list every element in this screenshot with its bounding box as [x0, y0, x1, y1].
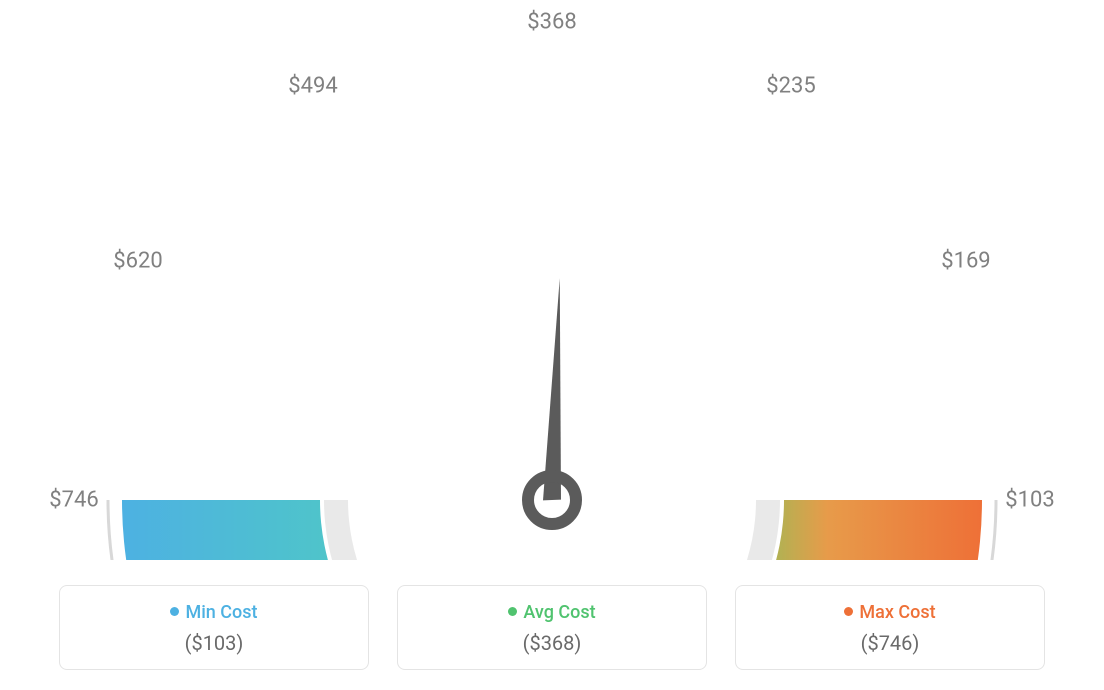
gauge-tick-label: $235: [766, 74, 815, 99]
legend-title-max: Max Cost: [736, 602, 1044, 623]
dot-icon-max: [844, 607, 853, 616]
cost-gauge: $103 $169 $235 $368 $494 $620 $746: [0, 0, 1104, 560]
legend-value-min: ($103): [60, 631, 368, 655]
legend-card-min: Min Cost ($103): [59, 585, 369, 670]
dot-icon-min: [170, 607, 179, 616]
legend-title-min: Min Cost: [60, 602, 368, 623]
legend-value-max: ($746): [736, 631, 1044, 655]
legend-value-avg: ($368): [398, 631, 706, 655]
dot-icon-avg: [508, 607, 517, 616]
gauge-svg: [0, 0, 1104, 560]
legend-label-avg: Avg Cost: [523, 602, 595, 623]
legend-label-max: Max Cost: [859, 602, 935, 623]
legend-title-avg: Avg Cost: [398, 602, 706, 623]
legend-row: Min Cost ($103) Avg Cost ($368) Max Cost…: [0, 585, 1104, 670]
gauge-tick-label: $368: [527, 10, 576, 35]
legend-card-max: Max Cost ($746): [735, 585, 1045, 670]
gauge-tick-label: $103: [1005, 488, 1054, 513]
legend-label-min: Min Cost: [185, 602, 257, 623]
gauge-tick-label: $620: [113, 249, 162, 274]
gauge-tick-label: $169: [941, 249, 990, 274]
gauge-tick-label: $746: [49, 488, 98, 513]
gauge-tick-label: $494: [288, 74, 337, 99]
legend-card-avg: Avg Cost ($368): [397, 585, 707, 670]
